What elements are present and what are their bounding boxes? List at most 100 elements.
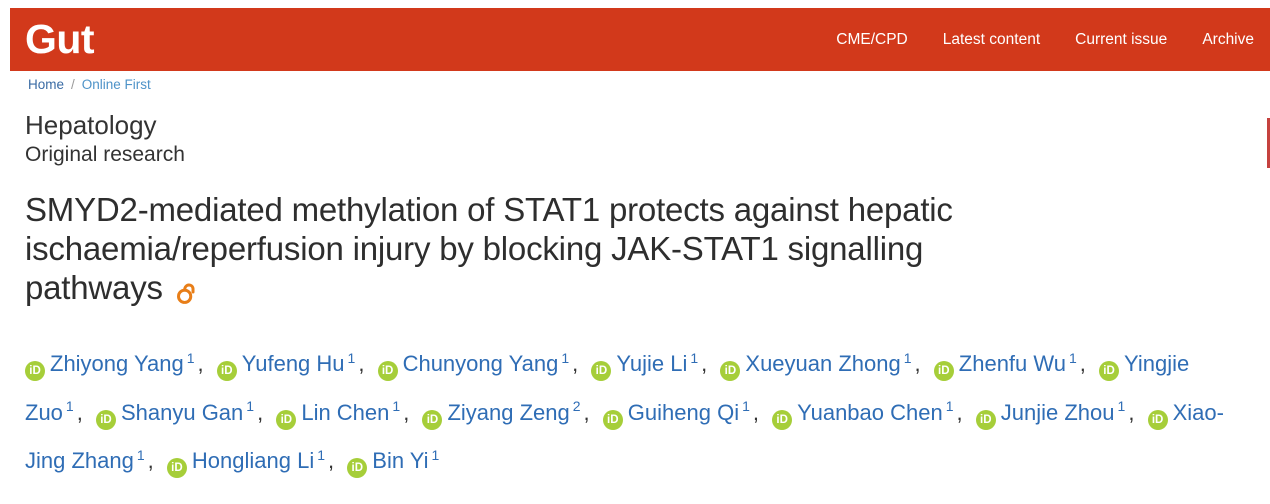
breadcrumb-separator: / [71,77,75,92]
author-affiliation-number: 1 [136,446,145,463]
orcid-icon[interactable]: iD [25,361,45,382]
author-separator: , [76,399,83,425]
author-entry: iD Yufeng Hu 1, [216,350,372,382]
author-name-link[interactable]: Zhenfu Wu [958,351,1066,377]
orcid-icon[interactable]: iD [933,361,954,382]
author-entry: iD Guiheng Qi 1, [602,398,766,430]
author-separator: , [197,351,204,377]
author-entry: iD Chunyong Yang 1, [377,350,586,382]
breadcrumb: Home / Online First [28,77,151,92]
orcid-icon[interactable]: iD [1147,409,1168,430]
section-label: Hepatology [25,110,157,140]
nav-item[interactable]: Latest content [942,30,1041,48]
author-entry: iD Lin Chen 1, [276,398,416,430]
author-separator: , [403,399,410,425]
journal-logo[interactable]: Gut [25,16,95,62]
author-affiliation-number: 1 [1117,398,1126,415]
author-affiliation-number: 1 [65,398,74,415]
author-entry: iD Zhenfu Wu 1, [933,350,1093,382]
author-name-link[interactable]: Guiheng Qi [627,399,740,425]
side-tab[interactable] [1267,118,1270,168]
orcid-icon[interactable]: iD [276,409,297,430]
author-affiliation-number: 1 [317,446,326,463]
author-affiliation-number: 1 [1069,350,1077,366]
orcid-icon[interactable]: iD [166,457,187,478]
author-name-link[interactable]: Chunyong Yang [402,351,559,377]
author-list: iD Zhiyong Yang 1, iD Yufeng Hu 1, iD Chunyon… [25,337,1255,482]
author-name-link[interactable]: Yingjie Zuo [25,351,1190,425]
orcid-icon[interactable]: iD [720,361,741,382]
orcid-icon[interactable]: iD [602,409,623,430]
author-separator: , [1128,399,1135,425]
author-separator: , [752,399,760,425]
author-name-link[interactable]: Shanyu Gan [120,399,244,425]
breadcrumb-home-link[interactable]: Home [28,77,65,92]
author-separator: , [914,351,921,377]
author-separator: , [583,399,590,425]
nav-item[interactable]: CME/CPD [836,30,908,48]
orcid-icon[interactable]: iD [1099,361,1120,382]
author-name-link[interactable]: Ziyang Zeng [447,399,570,425]
author-affiliation-number: 1 [742,398,750,415]
orcid-icon[interactable]: iD [422,409,443,430]
author-entry: iD Xiao-Jing Zhang 1, [25,400,1224,473]
title-line: SMYD2-mediated methylation of STAT1 prot… [25,191,953,228]
author-affiliation-number: 1 [431,446,440,463]
author-separator: , [328,447,335,473]
author-affiliation-number: 1 [246,398,255,415]
author-entry: iD Junjie Zhou 1, [975,398,1142,430]
page-title: SMYD2-mediated methylation of STAT1 prot… [25,190,1255,313]
orcid-icon[interactable]: iD [347,457,368,478]
author-name-link[interactable]: Hongliang Li [191,447,315,473]
author-name-link[interactable]: Yufeng Hu [241,351,345,377]
author-entry: iD Hongliang Li 1, [166,446,341,478]
author-affiliation-number: 1 [561,350,570,366]
author-affiliation-number: 2 [572,398,581,415]
masthead: Gut CME/CPD Latest content Current issue… [10,8,1270,71]
orcid-icon[interactable]: iD [772,409,793,430]
author-entry: iD Zhiyong Yang 1, [25,350,211,382]
author-name-link[interactable]: Yujie Li [616,351,688,377]
author-separator: , [257,399,264,425]
author-name-link[interactable]: Yuanbao Chen [797,399,943,425]
author-separator: , [956,399,963,425]
author-name-link[interactable]: Junjie Zhou [1000,399,1115,425]
author-name-link[interactable]: Zhiyong Yang [50,351,184,377]
author-separator: , [701,351,708,377]
author-affiliation-number: 1 [903,350,912,366]
author-affiliation-number: 1 [186,350,195,366]
author-separator: , [147,447,154,473]
author-entry: iD Yingjie Zuo 1, [25,351,1189,424]
author-entry: iD Shanyu Gan 1, [95,398,270,430]
author-name-link[interactable]: Xiao-Jing Zhang [25,399,1224,473]
author-affiliation-number: 1 [690,350,699,366]
orcid-icon[interactable]: iD [591,361,612,382]
article-header: Hepatology Original research SMYD2-media… [25,110,1255,504]
nav-item[interactable]: Archive [1202,30,1254,48]
author-separator: , [358,351,365,377]
author-name-link[interactable]: Xueyuan Zhong [745,351,901,377]
author-name-link[interactable]: Lin Chen [301,399,390,425]
title-line: ischaemia/reperfusion injury by blocking… [25,230,924,267]
author-separator: , [572,351,579,377]
author-affiliation-number: 1 [347,350,356,366]
subsection-label: Original research [25,143,185,166]
author-entry: iD Xueyuan Zhong 1, [720,350,927,382]
open-access-icon [175,274,196,313]
author-affiliation-number: 1 [945,398,954,415]
author-entry: iD Yujie Li 1, [591,350,714,382]
author-entry: iD Yuanbao Chen 1, [772,398,970,430]
orcid-icon[interactable]: iD [975,409,996,430]
orcid-icon[interactable]: iD [95,409,116,430]
author-name-link[interactable]: Bin Yi [372,447,429,473]
breadcrumb-current-link[interactable]: Online First [81,77,151,92]
author-separator: , [1079,351,1086,377]
author-entry: iD Ziyang Zeng 2, [422,398,596,430]
nav-item[interactable]: Current issue [1075,30,1168,48]
main-nav: CME/CPD Latest content Current issue Arc… [836,31,1254,49]
title-line: pathways [25,269,163,306]
orcid-icon[interactable]: iD [216,361,237,382]
author-affiliation-number: 1 [392,398,401,415]
orcid-icon[interactable]: iD [377,361,398,382]
